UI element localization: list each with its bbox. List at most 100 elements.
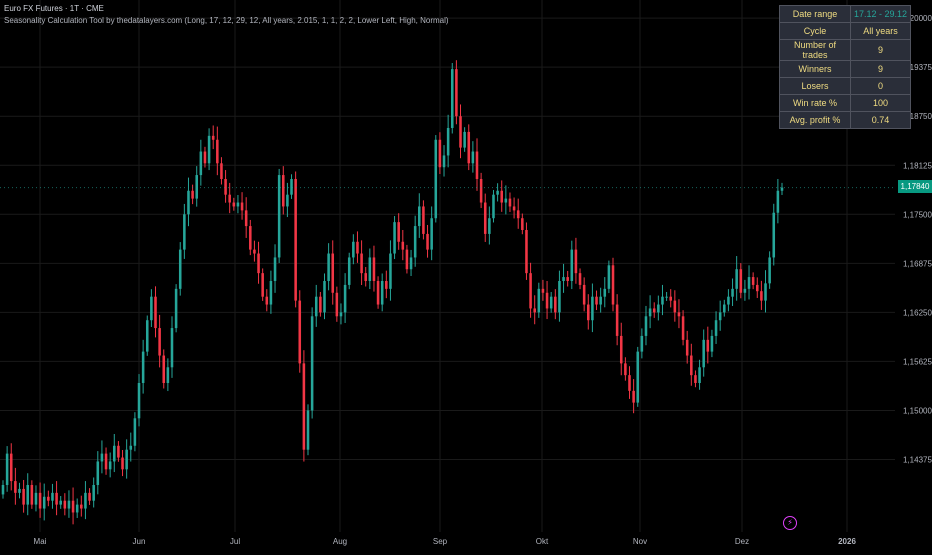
candle-body [187,190,190,215]
candle-body [343,284,347,313]
candle-body [430,218,433,250]
candle-body [698,367,701,383]
candle-body [566,277,569,281]
candle-body [603,288,607,297]
candle-body [347,257,351,285]
stats-value: 9 [849,39,912,61]
candle-body [154,296,157,329]
candle-body [690,355,693,376]
candle-body [636,351,640,403]
candle-body [281,175,285,207]
candle-body [174,288,178,329]
candle-body [772,212,776,258]
candle-body [360,253,363,274]
candle-body [389,253,392,289]
candle-body [47,496,50,501]
candle-body [434,139,438,219]
candle-body [710,335,714,352]
candle-body [574,249,578,274]
last-price-label: 1,17840 [898,180,932,193]
candle-body [723,304,726,313]
candle-body [537,288,541,313]
candle-body [731,288,734,297]
candle-body [685,339,689,356]
candle-body [776,190,780,213]
chart-legend: Euro FX Futures · 1T · CME Seasonality C… [4,3,449,27]
flash-icon[interactable]: ⚡ [783,516,797,530]
candle-body [356,241,359,254]
candle-body [42,496,46,509]
candle-body [67,500,71,509]
candle-body [327,253,330,281]
candle-body [55,492,58,505]
candle-body [220,163,223,179]
candle-body [145,320,149,352]
candle-body [100,453,104,462]
price-tick-label: 1,14375 [903,455,932,464]
time-tick-label: Mai [34,537,47,546]
candle-body [5,453,9,485]
candle-body [768,257,771,284]
candle-body [607,265,611,289]
candle-body [364,273,367,281]
candle-body [504,198,508,203]
candle-body [30,485,34,505]
candle-body [764,283,767,301]
candle-body [310,316,314,411]
candle-body [492,194,495,219]
candle-body [34,492,38,505]
candle-body [446,127,450,156]
candle-body [533,308,536,313]
time-tick-label: Sep [433,537,448,546]
time-tick-label: Okt [536,537,549,546]
price-tick-label: 1,15000 [903,406,932,415]
candle-body [257,253,260,274]
candle-body [405,249,409,270]
candle-body [63,500,67,509]
candle-body [397,222,400,242]
candle-body [170,328,174,368]
time-tick-label: Jun [133,537,146,546]
stats-label: Cycle [779,22,851,40]
candle-body [302,363,306,450]
price-tick-label: 1,19375 [903,63,932,72]
price-tick-label: 1,16875 [903,259,932,268]
candle-body [162,355,166,383]
candle-body [648,308,652,317]
candle-body [183,214,186,250]
candle-body [84,492,87,509]
candle-body [422,206,425,234]
candle-body [455,69,458,117]
price-tick-label: 1,18125 [903,161,932,170]
candle-body [38,492,42,509]
candle-body [228,194,231,203]
candle-body [591,296,594,321]
candle-body [261,273,264,297]
symbol-title[interactable]: Euro FX Futures · 1T · CME [4,4,104,13]
candle-body [578,273,582,285]
candle-body [51,492,54,501]
candle-body [26,485,30,505]
candle-body [512,206,516,211]
candle-body [319,296,322,313]
candle-body [249,226,252,250]
candle-body [442,155,446,168]
candle-body [735,269,738,289]
candle-body [529,273,532,309]
price-tick-label: 1,16250 [903,308,932,317]
candle-body [253,249,256,254]
stats-row-date-range: Date range 17.12 - 29.12 [779,5,912,23]
candle-body [628,375,631,391]
candle-body [166,367,170,383]
candle-body [780,187,784,191]
candle-body [368,257,372,281]
candle-body [273,257,277,281]
candle-body [294,178,297,301]
candle-body [269,280,273,305]
indicator-legend[interactable]: Seasonality Calculation Tool by thedatal… [4,16,449,25]
candle-body [673,300,677,313]
candle-body [743,288,747,293]
candle-body [677,312,681,317]
